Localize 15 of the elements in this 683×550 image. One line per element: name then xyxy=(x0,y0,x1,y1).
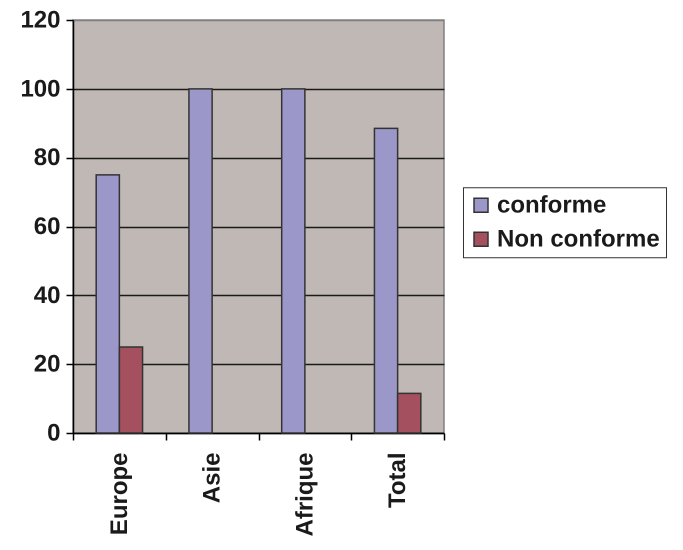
y-tick-label: 120 xyxy=(20,6,60,34)
legend-label: conforme xyxy=(497,191,606,218)
bar xyxy=(188,88,213,434)
y-tick-label: 0 xyxy=(47,420,60,446)
x-tick-label: Afrique xyxy=(291,452,318,536)
bar xyxy=(280,88,306,434)
y-tick-label: 80 xyxy=(34,144,60,172)
x-tick-label: Europe xyxy=(106,452,133,536)
y-tick-label: 20 xyxy=(34,350,60,378)
y-tick-label: 60 xyxy=(34,213,60,240)
x-tick-label: Asie xyxy=(198,452,226,504)
x-tick-label: Total xyxy=(384,452,412,508)
y-tick-label: 40 xyxy=(34,282,60,309)
y-tick-label: 100 xyxy=(20,75,60,102)
legend-label: Non conforme xyxy=(497,225,660,252)
